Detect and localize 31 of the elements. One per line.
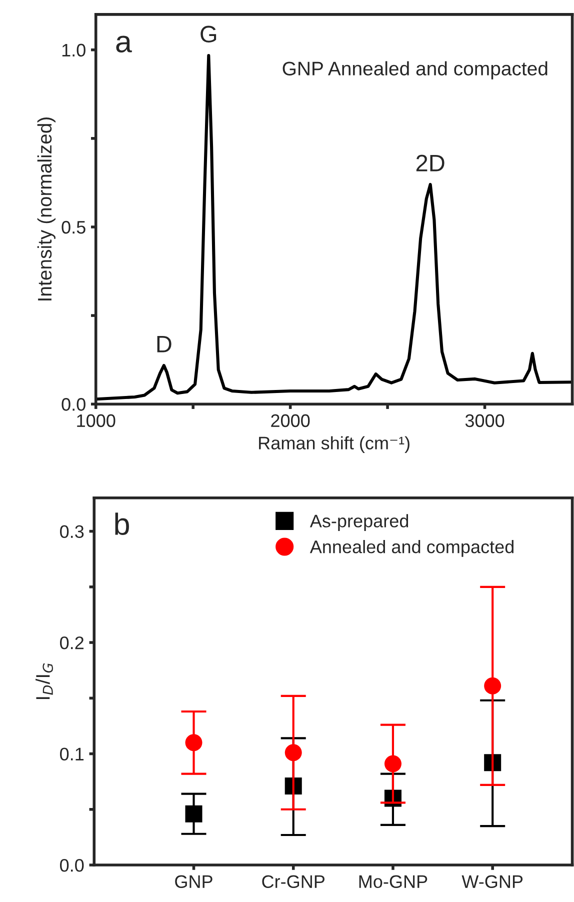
y-tick-label: 0.0 [62,398,86,411]
annotation: G [200,26,216,43]
y-tick-label: 1.0 [62,44,86,57]
point [185,734,202,752]
point [185,805,202,822]
x-tick-label: W-GNP [462,875,523,888]
annotation: D [157,336,172,352]
annotation: a [116,36,132,52]
x-tick-label: Cr-GNP [262,875,325,888]
annotation: b [115,512,129,536]
legend-label: As-prepared [310,514,408,531]
y-tick-label: 0.5 [62,220,86,234]
y-tick-label: 0.1 [60,748,84,760]
annotation: 2D [416,154,444,172]
y-axis-title: Intensity (normalized) [37,118,56,300]
x-tick-label: 3000 [465,414,504,428]
y-axis-title: I$_{D}$/I$_{G}$ [36,663,54,700]
x-tick-label: 2000 [271,414,310,428]
x-tick-label: 1000 [77,414,116,428]
y-tick-label: 0.3 [60,525,84,538]
annotation: GNP Annealed and compacted [282,61,548,80]
point [384,755,402,772]
x-tick-label: GNP [175,875,212,888]
point [284,744,302,762]
y-tick-label: 0.2 [60,636,84,650]
legend-label: Annealed and compacted [310,540,514,557]
x-tick-label: Mo-GNP [359,875,428,888]
line-series [96,54,572,401]
point [484,677,502,694]
x-axis-title: Raman shift (cm⁻¹) [259,436,410,454]
y-tick-label: 0.0 [60,858,84,872]
